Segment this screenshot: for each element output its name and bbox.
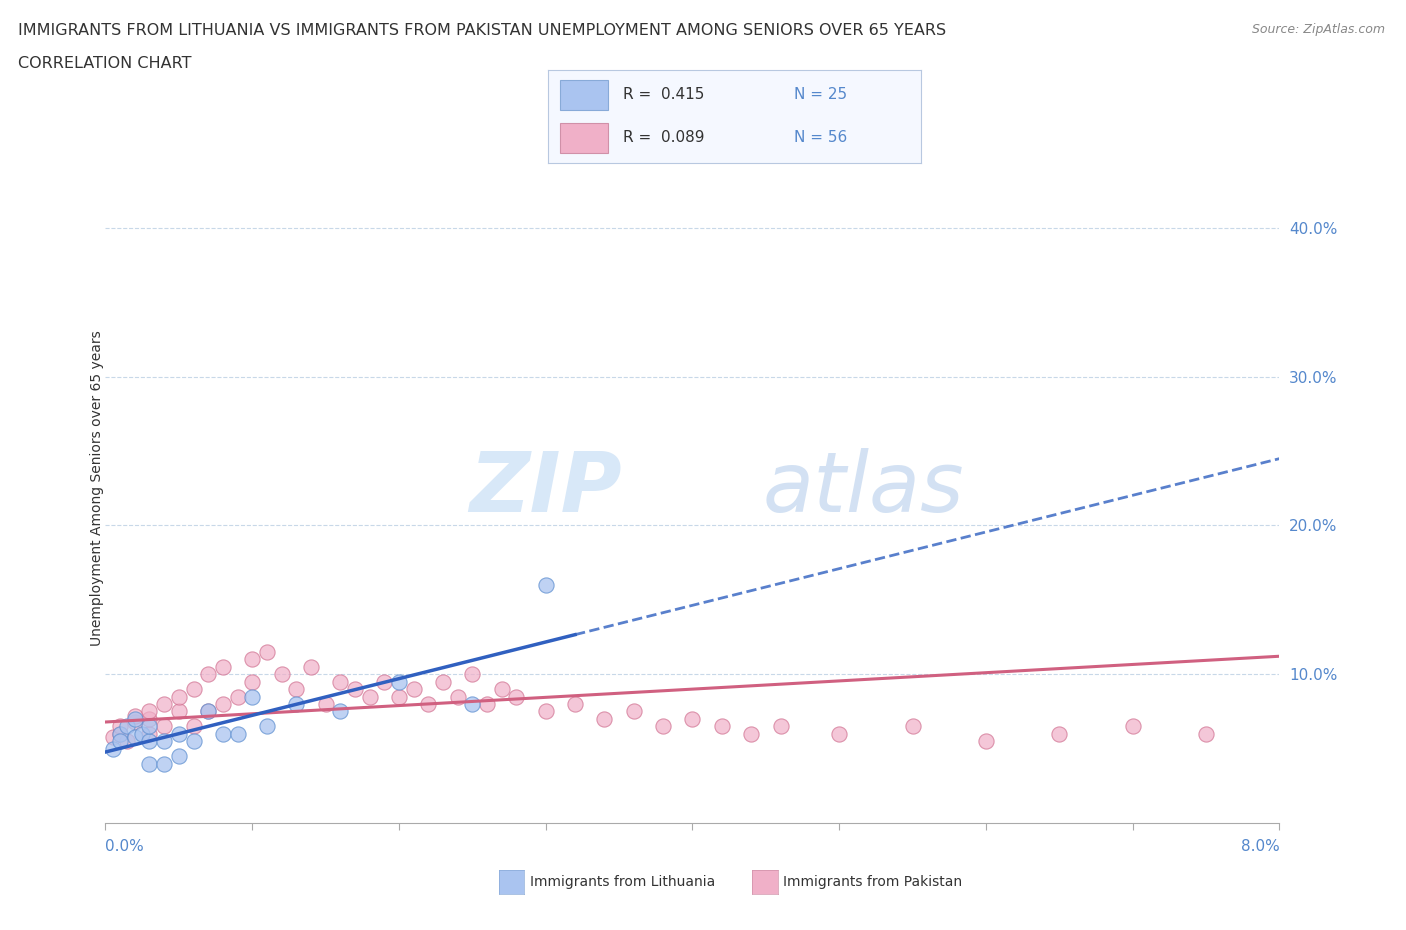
- Point: [197, 704, 219, 719]
- Point: [167, 726, 190, 741]
- Text: Immigrants from Lithuania: Immigrants from Lithuania: [530, 874, 716, 889]
- Text: N = 25: N = 25: [794, 87, 848, 102]
- Point: [211, 726, 233, 741]
- Point: [710, 719, 733, 734]
- Point: [153, 734, 176, 749]
- Point: [343, 682, 366, 697]
- Point: [461, 697, 484, 711]
- Point: [183, 719, 205, 734]
- Point: [1195, 726, 1218, 741]
- Point: [461, 667, 484, 682]
- Point: [491, 682, 513, 697]
- Point: [256, 644, 278, 659]
- Point: [240, 674, 263, 689]
- Point: [901, 719, 924, 734]
- Point: [373, 674, 395, 689]
- Point: [153, 719, 176, 734]
- Point: [197, 704, 219, 719]
- Point: [475, 697, 498, 711]
- Point: [138, 704, 160, 719]
- Point: [769, 719, 792, 734]
- Point: [167, 689, 190, 704]
- Point: [138, 711, 160, 726]
- Point: [623, 704, 645, 719]
- Point: [388, 689, 411, 704]
- Text: IMMIGRANTS FROM LITHUANIA VS IMMIGRANTS FROM PAKISTAN UNEMPLOYMENT AMONG SENIORS: IMMIGRANTS FROM LITHUANIA VS IMMIGRANTS …: [18, 23, 946, 38]
- Point: [534, 578, 557, 592]
- Point: [740, 726, 762, 741]
- Point: [1047, 726, 1070, 741]
- Point: [183, 682, 205, 697]
- Point: [359, 689, 381, 704]
- Point: [108, 726, 131, 741]
- Point: [285, 697, 308, 711]
- Point: [211, 659, 233, 674]
- Point: [138, 756, 160, 771]
- Point: [418, 697, 440, 711]
- Point: [124, 729, 146, 744]
- Point: [167, 749, 190, 764]
- Point: [108, 719, 131, 734]
- Point: [167, 704, 190, 719]
- Y-axis label: Unemployment Among Seniors over 65 years: Unemployment Among Seniors over 65 years: [90, 330, 104, 646]
- Point: [108, 734, 131, 749]
- Point: [240, 689, 263, 704]
- Text: R =  0.089: R = 0.089: [623, 130, 704, 145]
- Point: [534, 704, 557, 719]
- Point: [101, 741, 124, 756]
- Point: [138, 719, 160, 734]
- Point: [138, 726, 160, 741]
- Point: [256, 719, 278, 734]
- Point: [593, 711, 616, 726]
- Point: [226, 726, 249, 741]
- Point: [270, 667, 292, 682]
- Point: [124, 714, 146, 729]
- Point: [446, 689, 468, 704]
- Text: 0.0%: 0.0%: [105, 839, 145, 854]
- Point: [432, 674, 454, 689]
- Text: R =  0.415: R = 0.415: [623, 87, 704, 102]
- Point: [197, 667, 219, 682]
- Point: [285, 682, 308, 697]
- Point: [108, 726, 131, 741]
- Point: [564, 697, 586, 711]
- Text: 8.0%: 8.0%: [1240, 839, 1279, 854]
- Point: [828, 726, 851, 741]
- Point: [153, 697, 176, 711]
- Point: [315, 697, 337, 711]
- Point: [974, 734, 997, 749]
- Point: [402, 682, 425, 697]
- Point: [299, 659, 322, 674]
- Point: [101, 729, 124, 744]
- Point: [138, 734, 160, 749]
- Text: N = 56: N = 56: [794, 130, 848, 145]
- Point: [124, 709, 146, 724]
- Text: ZIP: ZIP: [470, 447, 621, 529]
- Point: [240, 652, 263, 667]
- Point: [211, 697, 233, 711]
- Point: [117, 719, 139, 734]
- Point: [124, 711, 146, 726]
- Text: Source: ZipAtlas.com: Source: ZipAtlas.com: [1251, 23, 1385, 36]
- FancyBboxPatch shape: [560, 80, 607, 110]
- Text: atlas: atlas: [763, 447, 965, 529]
- Point: [117, 734, 139, 749]
- Point: [681, 711, 703, 726]
- Point: [226, 689, 249, 704]
- Point: [329, 704, 352, 719]
- Text: Immigrants from Pakistan: Immigrants from Pakistan: [783, 874, 962, 889]
- Point: [505, 689, 527, 704]
- Point: [153, 756, 176, 771]
- Point: [131, 726, 153, 741]
- Point: [388, 674, 411, 689]
- Point: [329, 674, 352, 689]
- Point: [1122, 719, 1144, 734]
- Text: CORRELATION CHART: CORRELATION CHART: [18, 56, 191, 71]
- FancyBboxPatch shape: [560, 123, 607, 153]
- Point: [183, 734, 205, 749]
- Point: [652, 719, 675, 734]
